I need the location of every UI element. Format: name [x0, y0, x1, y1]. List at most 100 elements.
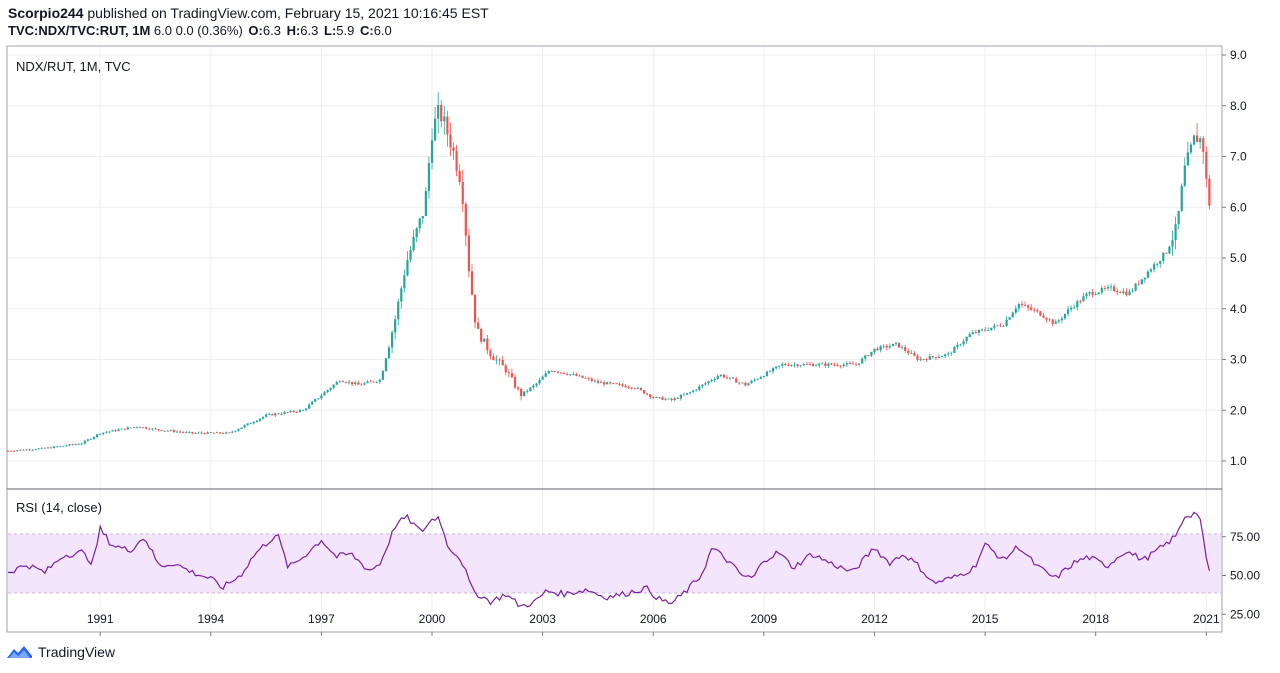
candle-body — [744, 382, 747, 386]
candle-body — [1131, 290, 1134, 292]
candle-body — [369, 381, 372, 383]
candle-body — [237, 429, 240, 431]
rsi-band — [8, 534, 1221, 593]
time-tick-label: 1994 — [197, 612, 224, 626]
low-label: L: — [324, 23, 337, 38]
chart-frame — [6, 45, 1223, 633]
candle-body — [1020, 303, 1024, 305]
price-axis[interactable]: 9.0 8.0 7.0 6.0 5.0 4.0 3.0 2.0 1.0 — [1222, 48, 1247, 468]
time-axis[interactable]: 1991 1994 1997 2000 2003 2006 2009 2012 2015 2018… — [87, 612, 1220, 636]
grid-lines — [8, 47, 1221, 631]
candle-body — [480, 328, 483, 342]
candle-body — [148, 428, 151, 430]
candle-body — [166, 430, 169, 432]
candle-body — [240, 427, 243, 430]
author-name[interactable]: Scorpio244 — [8, 5, 84, 21]
close-value: 6.0 — [373, 23, 392, 38]
candle-body — [1106, 286, 1110, 289]
high-value: 6.3 — [300, 23, 319, 38]
candle-body — [818, 363, 821, 366]
candle-body — [394, 319, 397, 333]
candle-body — [1036, 310, 1039, 312]
open-value: 6.3 — [262, 23, 281, 38]
candle-body — [209, 432, 212, 434]
candle-body — [1100, 288, 1103, 293]
candle-body — [919, 359, 922, 360]
candle-body — [1183, 165, 1186, 186]
candle-body — [366, 381, 369, 384]
candle-body — [83, 440, 86, 444]
candle-body — [928, 356, 931, 360]
candle-body — [31, 449, 34, 451]
candle-body — [716, 376, 719, 379]
candle-body — [922, 359, 925, 360]
candle-body — [1011, 312, 1014, 318]
candle-body — [934, 357, 938, 358]
candle-body — [882, 345, 885, 347]
candle-body — [443, 116, 446, 122]
candle-body — [916, 355, 919, 360]
candle-body — [409, 250, 412, 260]
candle-body — [49, 447, 53, 449]
candle-body — [1085, 293, 1088, 297]
candle-body — [381, 370, 384, 380]
candle-body — [1180, 185, 1183, 211]
rsi-axis[interactable]: 75.00 50.00 25.00 — [1222, 530, 1260, 622]
candle-body — [188, 431, 191, 433]
candle-body — [636, 388, 639, 389]
candle-body — [139, 426, 142, 428]
close-label: C: — [359, 23, 374, 38]
candle-body — [753, 379, 756, 381]
candle-body — [759, 377, 762, 379]
candle-body — [996, 325, 999, 327]
candle-body — [575, 374, 578, 376]
candle-body — [243, 425, 246, 428]
candle-body — [728, 377, 732, 379]
candle-body — [375, 381, 378, 383]
candle-body — [308, 404, 311, 409]
candle-body — [1109, 286, 1113, 288]
candle-body — [126, 427, 129, 430]
footer-logo[interactable]: TradingView — [6, 644, 115, 660]
candle-body — [1008, 317, 1011, 320]
candle-body — [363, 383, 366, 385]
rsi-tick-label: 75.00 — [1230, 530, 1260, 544]
candle-body — [802, 364, 805, 366]
candle-body — [68, 444, 71, 446]
candle-body — [885, 345, 888, 348]
candle-body — [1140, 279, 1143, 284]
candle-body — [581, 375, 584, 378]
candle-body — [1082, 296, 1085, 302]
rsi-tick-label: 50.00 — [1230, 569, 1260, 583]
candle-body — [1119, 292, 1122, 294]
candle-body — [538, 379, 541, 384]
candle-body — [154, 428, 157, 430]
candle-body — [747, 383, 750, 386]
candle-body — [1174, 224, 1177, 241]
candle-body — [34, 449, 37, 451]
candle-body — [624, 385, 627, 388]
candle-body — [756, 378, 759, 380]
candle-body — [1097, 292, 1100, 295]
candle-body — [56, 446, 59, 448]
candle-body — [25, 449, 28, 451]
candle-body — [114, 430, 117, 431]
candle-body — [569, 374, 572, 376]
candle-body — [105, 432, 108, 433]
candle-body — [151, 428, 154, 430]
high-label: H: — [286, 23, 301, 38]
candle-body — [390, 332, 394, 348]
candle-body — [618, 384, 621, 385]
candle-body — [492, 356, 495, 361]
time-tick-label: 2012 — [861, 612, 888, 626]
candle-body — [1125, 291, 1128, 296]
candle-body — [725, 377, 729, 379]
candle-body — [778, 365, 781, 367]
candle-body — [22, 449, 25, 451]
candle-body — [526, 390, 529, 392]
candle-body — [157, 429, 160, 431]
candle-body — [897, 342, 901, 348]
candle-body — [99, 433, 102, 435]
candle-body — [430, 140, 434, 163]
